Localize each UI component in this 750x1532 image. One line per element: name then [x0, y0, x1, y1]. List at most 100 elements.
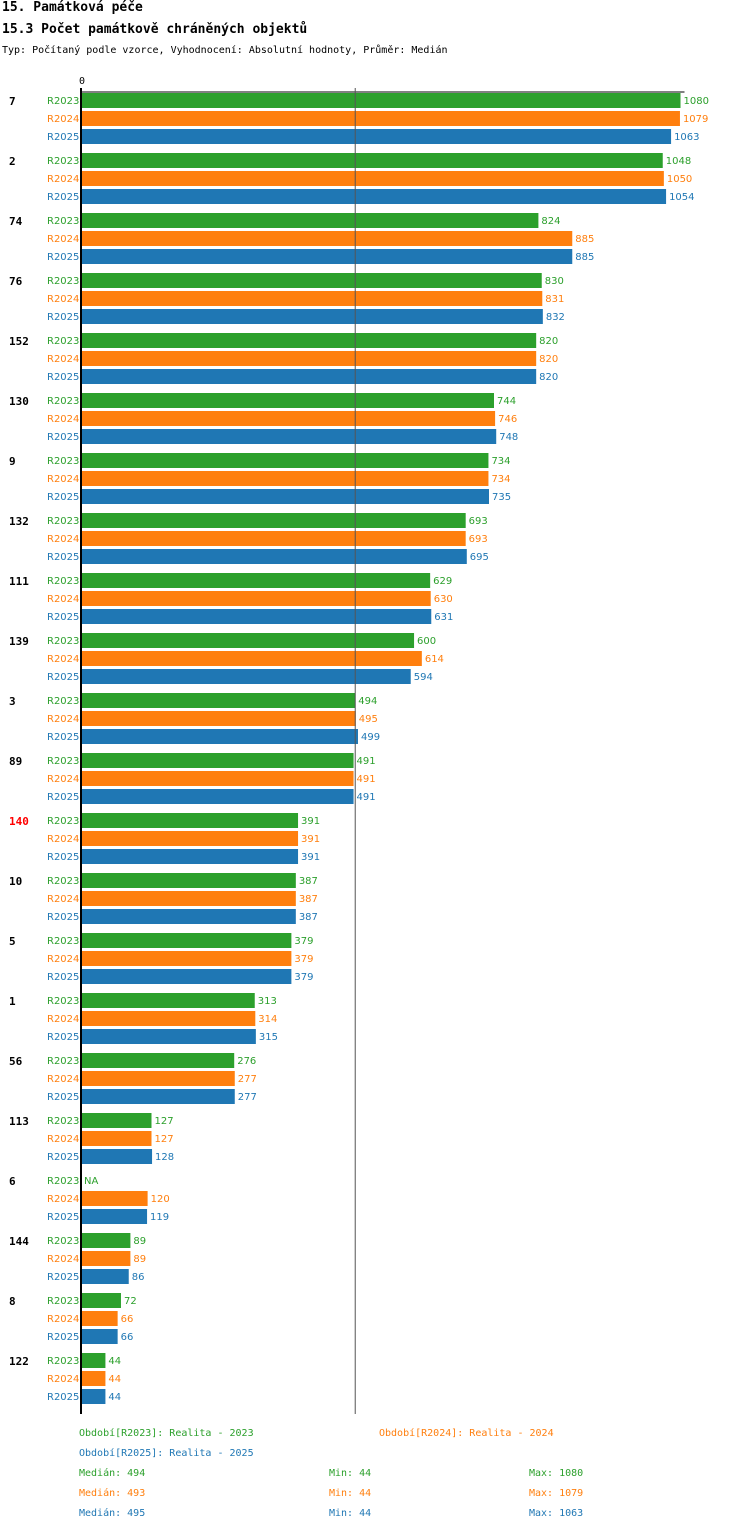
series-label-r2025-6: R2025: [47, 1212, 79, 1223]
series-label-r2025-10: R2025: [47, 912, 79, 923]
bar-r2025-130: [81, 429, 497, 444]
bar-r2023-2: [81, 153, 663, 168]
data-label-r2025-8: 66: [121, 1332, 134, 1343]
series-label-r2024-140: R2024: [47, 834, 79, 845]
series-label-r2024-1: R2024: [47, 1014, 79, 1025]
data-label-r2025-6: 119: [150, 1212, 169, 1223]
bar-r2025-144: [81, 1269, 129, 1284]
bar-r2025-56: [81, 1089, 235, 1104]
series-label-r2023-9: R2023: [47, 456, 79, 467]
bar-r2023-10: [81, 873, 296, 888]
category-label-6: 6: [9, 1175, 16, 1188]
series-label-r2025-2: R2025: [47, 192, 79, 203]
category-label-2: 2: [9, 155, 16, 168]
data-label-r2024-89: 491: [357, 774, 376, 785]
series-label-r2024-3: R2024: [47, 714, 79, 725]
bar-r2024-9: [81, 471, 489, 486]
bar-r2024-56: [81, 1071, 235, 1086]
legend-period-r2025: Období[R2025]: Realita - 2025: [79, 1448, 254, 1459]
bar-r2024-76: [81, 291, 543, 306]
bar-r2025-76: [81, 309, 543, 324]
series-label-r2024-144: R2024: [47, 1254, 79, 1265]
bar-r2025-122: [81, 1389, 106, 1404]
series-label-r2023-111: R2023: [47, 576, 79, 587]
stat-max-r2025: Max: 1063: [529, 1508, 584, 1519]
series-label-r2024-111: R2024: [47, 594, 79, 605]
data-label-r2024-152: 820: [539, 354, 558, 365]
bar-r2023-76: [81, 273, 542, 288]
stat-min-r2023: Min: 44: [329, 1468, 372, 1479]
data-label-r2023-144: 89: [133, 1236, 146, 1247]
data-label-r2024-111: 630: [434, 594, 453, 605]
data-label-r2023-89: 491: [357, 756, 376, 767]
category-label-113: 113: [9, 1115, 29, 1128]
bar-r2025-74: [81, 249, 573, 264]
category-label-1: 1: [9, 995, 16, 1008]
data-label-r2023-140: 391: [301, 816, 320, 827]
data-label-r2025-113: 128: [155, 1152, 174, 1163]
bar-r2023-113: [81, 1113, 152, 1128]
data-label-r2024-10: 387: [299, 894, 318, 905]
bar-r2025-9: [81, 489, 489, 504]
bar-r2023-8: [81, 1293, 121, 1308]
series-label-r2023-1: R2023: [47, 996, 79, 1007]
bar-r2024-1: [81, 1011, 256, 1026]
bar-r2025-152: [81, 369, 537, 384]
data-label-r2025-3: 499: [361, 732, 380, 743]
bar-r2023-89: [81, 753, 354, 768]
category-label-130: 130: [9, 395, 29, 408]
bar-r2023-140: [81, 813, 299, 828]
bar-r2025-3: [81, 729, 358, 744]
series-label-r2025-89: R2025: [47, 792, 79, 803]
series-label-r2023-3: R2023: [47, 696, 79, 707]
series-label-r2023-140: R2023: [47, 816, 79, 827]
data-label-r2025-122: 44: [108, 1392, 121, 1403]
data-label-r2023-76: 830: [545, 276, 564, 287]
category-label-140: 140: [9, 815, 29, 828]
legend-period-r2024: Období[R2024]: Realita - 2024: [379, 1428, 554, 1439]
bar-r2025-5: [81, 969, 292, 984]
series-label-r2024-10: R2024: [47, 894, 79, 905]
series-label-r2024-152: R2024: [47, 354, 79, 365]
bar-r2024-139: [81, 651, 422, 666]
data-label-r2023-122: 44: [108, 1356, 121, 1367]
bar-r2024-111: [81, 591, 431, 606]
bar-r2024-89: [81, 771, 354, 786]
data-label-r2025-10: 387: [299, 912, 318, 923]
bar-r2025-7: [81, 129, 672, 144]
series-label-r2024-56: R2024: [47, 1074, 79, 1085]
bar-r2024-74: [81, 231, 573, 246]
data-label-r2025-56: 277: [238, 1092, 257, 1103]
series-label-r2025-111: R2025: [47, 612, 79, 623]
series-label-r2025-3: R2025: [47, 732, 79, 743]
bar-r2023-56: [81, 1053, 235, 1068]
bar-r2025-89: [81, 789, 354, 804]
series-label-r2024-113: R2024: [47, 1134, 79, 1145]
series-label-r2024-74: R2024: [47, 234, 79, 245]
series-label-r2024-9: R2024: [47, 474, 79, 485]
data-label-r2024-74: 885: [575, 234, 594, 245]
data-label-r2024-7: 1079: [683, 114, 708, 125]
chart-title: 15.3 Počet památkově chráněných objektů: [2, 22, 308, 37]
series-label-r2023-2: R2023: [47, 156, 79, 167]
series-label-r2023-6: R2023: [47, 1176, 79, 1187]
series-label-r2023-122: R2023: [47, 1356, 79, 1367]
series-label-r2025-122: R2025: [47, 1392, 79, 1403]
category-label-3: 3: [9, 695, 16, 708]
data-label-r2025-111: 631: [434, 612, 453, 623]
category-label-7: 7: [9, 95, 16, 108]
data-label-r2025-152: 820: [539, 372, 558, 383]
bar-r2025-2: [81, 189, 667, 204]
bar-r2024-2: [81, 171, 664, 186]
series-label-r2025-7: R2025: [47, 132, 79, 143]
data-label-r2023-113: 127: [154, 1116, 173, 1127]
bar-r2023-9: [81, 453, 489, 468]
series-label-r2024-122: R2024: [47, 1374, 79, 1385]
bar-r2023-3: [81, 693, 356, 708]
data-label-r2023-152: 820: [539, 336, 558, 347]
stat-max-r2024: Max: 1079: [529, 1488, 584, 1499]
bar-r2023-132: [81, 513, 466, 528]
data-label-r2023-132: 693: [469, 516, 488, 527]
series-label-r2023-130: R2023: [47, 396, 79, 407]
data-label-r2025-144: 86: [132, 1272, 145, 1283]
